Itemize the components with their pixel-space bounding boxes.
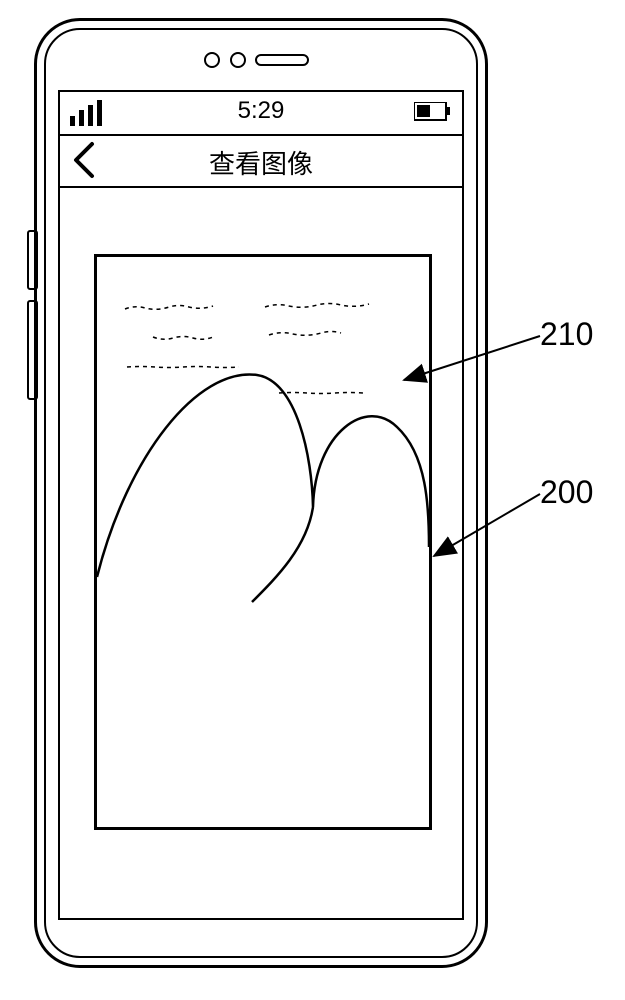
figure-canvas: 5:29 查看图像 [0, 0, 625, 1000]
callout-label-200: 200 [540, 474, 593, 511]
callout-arrows [0, 0, 625, 1000]
callout-label-210: 210 [540, 316, 593, 353]
